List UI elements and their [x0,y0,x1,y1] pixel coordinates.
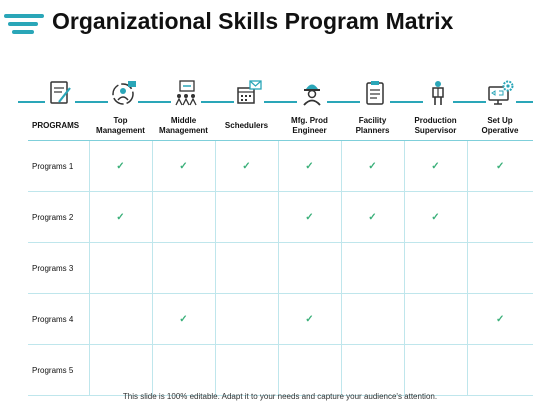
matrix-cell: ✓ [151,293,215,345]
check-icon: ✓ [242,160,251,172]
table-header-row: PROGRAMS Top Management Middle Managemen… [28,112,533,141]
skills-matrix-table: PROGRAMS Top Management Middle Managemen… [28,112,533,396]
check-icon: ✓ [116,160,125,172]
check-icon: ✓ [305,313,314,325]
table-row: Programs 4 ✓ ✓ ✓ [28,293,533,345]
title-decoration [4,14,46,34]
program-label: Programs 4 [28,293,89,345]
presenter-group-icon [171,78,201,108]
column-header: Production Supervisor [404,112,467,141]
matrix-cell: ✓ [277,140,341,192]
matrix-cell [277,242,341,294]
check-icon: ✓ [305,211,314,223]
check-icon: ✓ [116,211,125,223]
cycle-people-icon [108,78,138,108]
matrix-cell: ✓ [403,140,467,192]
program-label: Programs 5 [28,344,89,396]
matrix-cell: ✓ [88,191,152,243]
program-label: Programs 2 [28,191,89,243]
programs-header: PROGRAMS [28,112,89,141]
matrix-cell [340,242,404,294]
check-icon: ✓ [496,313,505,325]
matrix-cell [466,344,533,396]
table-row: Programs 3 [28,242,533,294]
clipboard-icon [360,78,390,108]
matrix-cell [151,242,215,294]
matrix-cell [340,293,404,345]
matrix-cell [88,344,152,396]
matrix-cell [466,191,533,243]
program-label: Programs 3 [28,242,89,294]
matrix-cell [88,293,152,345]
column-header: Facility Planners [341,112,404,141]
column-header: Schedulers [215,112,278,141]
calendar-mail-icon [234,78,264,108]
matrix-cell: ✓ [466,293,533,345]
footer-note: This slide is 100% editable. Adapt it to… [122,392,438,401]
matrix-cell: ✓ [403,191,467,243]
check-icon: ✓ [368,211,377,223]
matrix-cell: ✓ [214,140,278,192]
icon-row [18,70,533,112]
matrix-cell [403,242,467,294]
supervisor-icon [423,78,453,108]
matrix-cell: ✓ [340,140,404,192]
column-header: Set Up Operative [467,112,533,141]
check-icon: ✓ [431,160,440,172]
icon-connector-line [18,101,533,103]
matrix-cell [403,344,467,396]
column-header: Mfg. Prod Engineer [278,112,341,141]
matrix-cell: ✓ [277,293,341,345]
check-icon: ✓ [431,211,440,223]
matrix-cell [340,344,404,396]
check-icon: ✓ [179,313,188,325]
matrix-cell: ✓ [277,191,341,243]
check-icon: ✓ [305,160,314,172]
matrix-cell: ✓ [340,191,404,243]
matrix-cell [214,191,278,243]
matrix-cell [466,242,533,294]
matrix-cell: ✓ [151,140,215,192]
matrix-cell [151,344,215,396]
matrix-cell [88,242,152,294]
matrix-cell [277,344,341,396]
column-header: Middle Management [152,112,215,141]
check-icon: ✓ [368,160,377,172]
table-row: Programs 2 ✓ ✓ ✓ ✓ [28,191,533,243]
matrix-cell [151,191,215,243]
matrix-cell [403,293,467,345]
matrix-cell: ✓ [466,140,533,192]
monitor-gear-icon [486,78,516,108]
matrix-cell [214,242,278,294]
matrix-cell [214,293,278,345]
document-pen-icon [45,78,75,108]
matrix-cell [214,344,278,396]
table-row: Programs 5 [28,344,533,396]
program-label: Programs 1 [28,140,89,192]
matrix-cell: ✓ [88,140,152,192]
check-icon: ✓ [496,160,505,172]
check-icon: ✓ [179,160,188,172]
column-header: Top Management [89,112,152,141]
page-title: Organizational Skills Program Matrix [52,8,454,34]
worker-helmet-icon [297,78,327,108]
table-row: Programs 1 ✓ ✓ ✓ ✓ ✓ ✓ ✓ [28,140,533,192]
